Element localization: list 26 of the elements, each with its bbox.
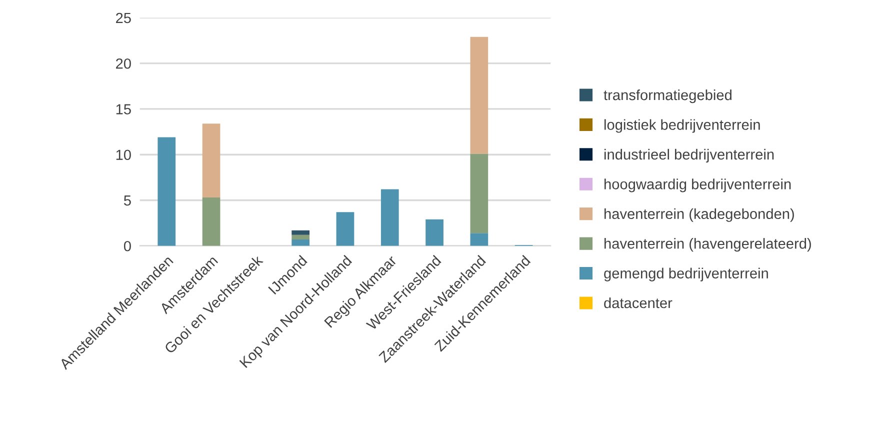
legend-label: haventerrein (kadegebonden) bbox=[604, 208, 794, 222]
legend-label: transformatiegebied bbox=[604, 89, 732, 104]
legend-label: industrieel bedrijventerrein bbox=[604, 148, 774, 162]
legend-label: datacenter bbox=[604, 297, 672, 308]
y-tick-label: 5 bbox=[124, 195, 131, 206]
bar bbox=[292, 234, 310, 240]
y-tick-label: 20 bbox=[116, 58, 131, 69]
bar bbox=[292, 230, 310, 235]
bar bbox=[336, 212, 354, 246]
legend-label: hoogwaardig bedrijventerrein bbox=[604, 178, 791, 192]
legend-label: haventerrein (havengerelateerd) bbox=[604, 238, 811, 252]
y-tick-label: 25 bbox=[116, 12, 131, 24]
legend-label: logistiek bedrijventerrein bbox=[604, 119, 760, 133]
bar bbox=[470, 154, 488, 234]
bar bbox=[158, 137, 176, 246]
bar bbox=[426, 219, 444, 246]
bar bbox=[292, 239, 310, 246]
y-tick-label: 10 bbox=[116, 150, 131, 160]
bar bbox=[202, 198, 220, 246]
legend-label: gemengd bedrijventerrein bbox=[604, 268, 768, 282]
y-tick-label: 0 bbox=[124, 240, 131, 252]
bar bbox=[470, 36, 488, 154]
bar bbox=[470, 233, 488, 246]
bar bbox=[380, 189, 399, 246]
y-tick-label: 15 bbox=[116, 104, 131, 114]
bar bbox=[202, 124, 220, 198]
